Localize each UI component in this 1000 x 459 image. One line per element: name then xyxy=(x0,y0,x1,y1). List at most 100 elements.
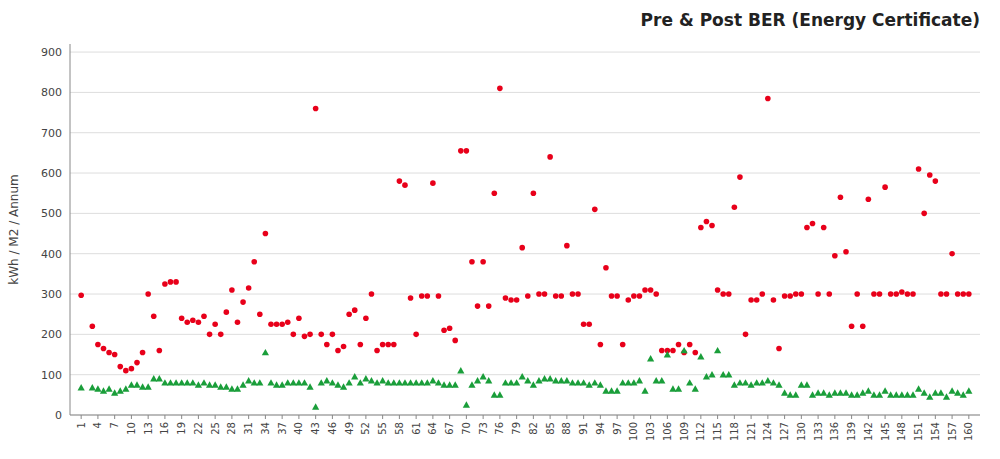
x-tick xyxy=(650,415,651,419)
x-tick xyxy=(298,415,299,419)
x-tick xyxy=(935,415,936,419)
x-tick-label: 31 xyxy=(243,422,254,435)
x-tick xyxy=(332,415,333,419)
point xyxy=(430,180,436,186)
point xyxy=(949,251,955,257)
point xyxy=(256,379,263,385)
point xyxy=(122,385,129,391)
point xyxy=(676,342,682,348)
point xyxy=(854,391,861,397)
point xyxy=(799,291,805,297)
x-tick xyxy=(499,415,500,419)
point xyxy=(715,287,721,293)
point xyxy=(447,325,453,331)
x-tick-label: 124 xyxy=(762,422,773,441)
x-tick-label: 85 xyxy=(545,422,556,435)
point xyxy=(307,332,313,338)
point xyxy=(145,383,152,389)
point xyxy=(771,297,777,303)
x-tick-label: 121 xyxy=(746,422,757,441)
point xyxy=(123,368,129,374)
point xyxy=(279,321,285,327)
point xyxy=(161,379,168,385)
point xyxy=(648,287,654,293)
point xyxy=(157,348,163,354)
point xyxy=(653,377,660,383)
point xyxy=(218,332,224,338)
x-tick xyxy=(131,415,132,419)
point xyxy=(150,375,157,381)
point xyxy=(134,360,140,366)
y-axis-label: kWh / M2 / Annum xyxy=(7,174,21,284)
point xyxy=(285,319,291,325)
point xyxy=(647,355,654,361)
point xyxy=(263,231,269,237)
point xyxy=(882,184,888,190)
point xyxy=(574,379,581,385)
point xyxy=(497,86,503,92)
x-tick-label: 73 xyxy=(478,422,489,435)
x-tick-label: 118 xyxy=(729,422,740,441)
point xyxy=(251,259,257,265)
point xyxy=(519,245,525,251)
point xyxy=(669,385,676,391)
point xyxy=(418,379,425,385)
point xyxy=(385,379,392,385)
series-1 xyxy=(78,347,973,410)
point xyxy=(921,211,927,217)
point xyxy=(485,377,492,383)
point xyxy=(295,379,302,385)
point xyxy=(413,332,419,338)
x-tick xyxy=(751,415,752,419)
point xyxy=(235,319,241,325)
point xyxy=(904,391,911,397)
point xyxy=(866,196,872,202)
point xyxy=(480,373,487,379)
point xyxy=(877,291,883,297)
point xyxy=(558,293,564,299)
point xyxy=(503,295,509,301)
point xyxy=(558,377,565,383)
point xyxy=(100,387,107,393)
x-tick xyxy=(248,415,249,419)
point xyxy=(831,389,838,395)
x-tick-label: 127 xyxy=(779,422,790,441)
point xyxy=(753,379,760,385)
point xyxy=(441,328,447,334)
x-tick xyxy=(734,415,735,419)
point xyxy=(274,321,280,327)
x-tick xyxy=(399,415,400,419)
grid-line xyxy=(70,334,980,335)
point xyxy=(195,381,202,387)
point xyxy=(407,379,414,385)
x-tick xyxy=(533,415,534,419)
x-tick xyxy=(868,415,869,419)
point xyxy=(575,291,581,297)
point xyxy=(553,293,559,299)
grid xyxy=(70,52,980,415)
point xyxy=(703,373,710,379)
point xyxy=(352,307,358,313)
point xyxy=(552,377,559,383)
point xyxy=(94,385,101,391)
point xyxy=(893,391,900,397)
x-tick-label: 97 xyxy=(612,422,623,435)
x-tick-label: 1 xyxy=(76,422,87,428)
point xyxy=(793,291,799,297)
point xyxy=(390,379,397,385)
grid-line xyxy=(70,213,980,214)
x-tick-label: 136 xyxy=(829,422,840,441)
point xyxy=(876,391,883,397)
point xyxy=(541,375,548,381)
point xyxy=(815,291,821,297)
point xyxy=(899,289,905,295)
x-tick xyxy=(566,415,567,419)
x-tick xyxy=(600,415,601,419)
x-tick-label: 88 xyxy=(561,422,572,435)
point xyxy=(603,265,609,271)
x-tick-label: 52 xyxy=(360,422,371,435)
point xyxy=(340,383,347,389)
x-tick-label: 49 xyxy=(344,422,355,435)
point xyxy=(207,332,213,338)
x-tick xyxy=(114,415,115,419)
